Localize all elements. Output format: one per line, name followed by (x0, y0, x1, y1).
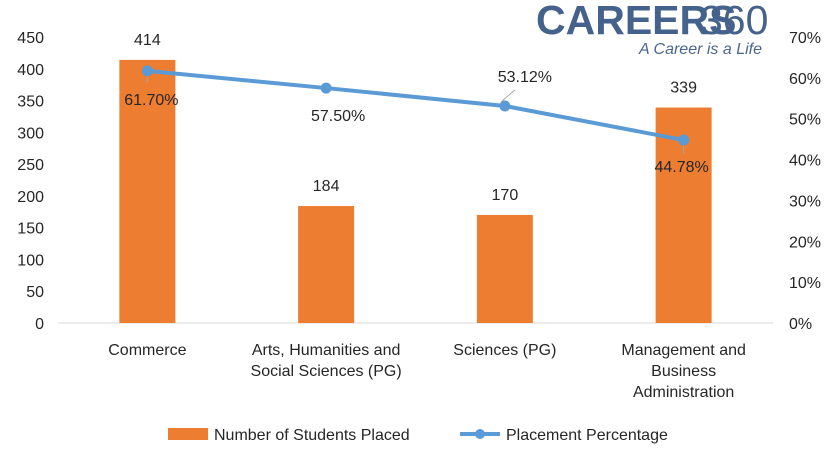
left-tick-label: 350 (17, 94, 44, 111)
left-tick-label: 100 (17, 252, 44, 269)
line-data-labels: 61.70% 57.50% 53.12% 44.78% (124, 69, 709, 176)
bar (119, 59, 176, 323)
left-tick-label: 450 (17, 30, 44, 47)
left-axis: 0 50 100 150 200 250 300 350 400 450 (17, 30, 44, 333)
category-label: Sciences (PG) (453, 342, 556, 359)
logo-brand-text: CAREERS (536, 0, 736, 43)
right-tick-label: 0% (789, 316, 812, 333)
right-tick-label: 30% (789, 193, 821, 210)
legend: Number of Students Placed Placement Perc… (168, 427, 668, 444)
right-tick-label: 50% (789, 112, 821, 129)
bar-data-label: 184 (313, 178, 340, 195)
legend-swatch-bars (168, 428, 208, 440)
category-label: Management and (621, 342, 746, 359)
left-tick-label: 150 (17, 221, 44, 238)
line-data-label: 61.70% (124, 92, 178, 109)
line-series (141, 65, 690, 146)
line-point (320, 82, 332, 94)
legend-label-line: Placement Percentage (506, 427, 668, 444)
logo-brand-number: 360 (700, 0, 768, 43)
bar-data-labels: 414 184 170 339 (134, 32, 697, 204)
left-tick-label: 200 (17, 189, 44, 206)
category-label: Arts, Humanities and (252, 342, 401, 359)
line-path (147, 68, 684, 143)
right-axis: 0% 10% 20% 30% 40% 50% 60% 70% (789, 30, 821, 333)
category-axis-labels: Commerce Arts, Humanities and Social Scien… (108, 342, 746, 401)
bar-series (119, 59, 712, 324)
category-label: Commerce (108, 342, 186, 359)
left-tick-label: 300 (17, 125, 44, 142)
right-tick-label: 40% (789, 153, 821, 170)
line-data-label: 57.50% (311, 108, 365, 125)
right-tick-label: 10% (789, 275, 821, 292)
left-tick-label: 0 (35, 316, 44, 333)
logo-tagline: A Career is a Life (638, 41, 762, 58)
category-label: Business (651, 363, 716, 380)
right-tick-label: 20% (789, 234, 821, 251)
right-tick-label: 70% (789, 30, 821, 47)
line-point (141, 65, 153, 77)
bar-data-label: 170 (492, 187, 519, 204)
category-label: Social Sciences (PG) (251, 363, 402, 380)
line-point (499, 100, 511, 112)
line-point (678, 134, 690, 146)
line-data-label: 53.12% (498, 69, 552, 86)
line-data-label: 44.78% (654, 159, 708, 176)
right-tick-label: 60% (789, 71, 821, 88)
bar (476, 214, 533, 323)
bar-data-label: 339 (670, 80, 697, 97)
legend-line-marker (475, 429, 485, 439)
left-tick-label: 400 (17, 62, 44, 79)
careers360-logo: CAREERS 360 A Career is a Life (536, 0, 768, 58)
left-tick-label: 50 (26, 284, 44, 301)
bar-data-label: 414 (134, 32, 161, 49)
bar (298, 206, 355, 323)
legend-label-bars: Number of Students Placed (214, 427, 410, 444)
label-leader-line (500, 89, 516, 103)
left-tick-label: 250 (17, 157, 44, 174)
category-label: Administration (633, 384, 734, 401)
